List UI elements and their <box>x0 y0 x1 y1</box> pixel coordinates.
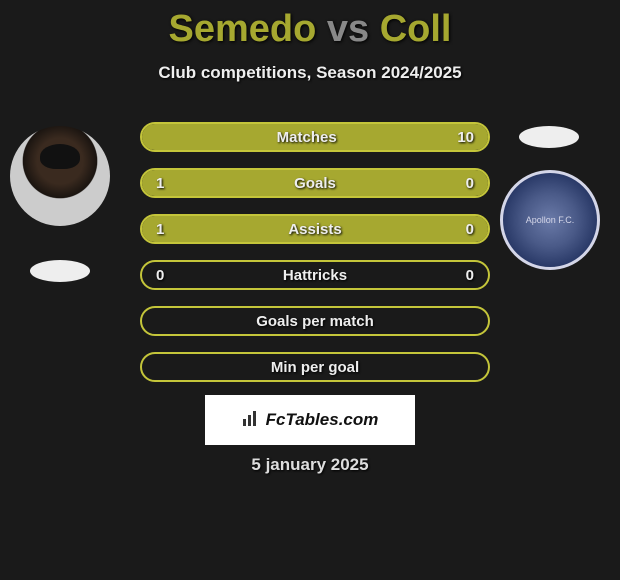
bar-left-value: 1 <box>156 221 164 238</box>
brand-text: FcTables.com <box>266 410 379 430</box>
bar-right-value: 10 <box>457 129 474 146</box>
date-text: 5 january 2025 <box>0 455 620 475</box>
title-player2: Coll <box>380 8 452 50</box>
player1-avatar <box>10 126 110 226</box>
title-vs: vs <box>327 8 369 50</box>
bar-label: Goals per match <box>156 313 474 330</box>
player2-club-badge: Apollon F.C. <box>500 170 600 270</box>
bar-right-value: 0 <box>466 221 474 238</box>
brand-box: FcTables.com <box>205 395 415 445</box>
stat-bar: 1Assists0 <box>140 214 490 244</box>
stat-bar: 0Hattricks0 <box>140 260 490 290</box>
avatar-face-placeholder <box>10 126 110 226</box>
bar-right-value: 0 <box>466 175 474 192</box>
player2-flag <box>519 126 579 148</box>
stat-bars: Matches101Goals01Assists00Hattricks0Goal… <box>140 122 490 398</box>
bar-right-value: 0 <box>466 267 474 284</box>
bar-label: Matches <box>156 129 457 146</box>
bar-left-value: 1 <box>156 175 164 192</box>
bar-label: Min per goal <box>156 359 474 376</box>
player1-flag <box>30 260 90 282</box>
bar-label: Assists <box>164 221 465 238</box>
bar-label: Hattricks <box>164 267 465 284</box>
chart-icon <box>242 409 260 432</box>
page-title: Semedo vs Coll <box>0 0 620 51</box>
bar-left-value: 0 <box>156 267 164 284</box>
club-badge-label: Apollon F.C. <box>522 211 579 229</box>
subtitle: Club competitions, Season 2024/2025 <box>0 63 620 83</box>
stat-bar: Min per goal <box>140 352 490 382</box>
title-player1: Semedo <box>168 8 316 50</box>
stat-bar: 1Goals0 <box>140 168 490 198</box>
stat-bar: Matches10 <box>140 122 490 152</box>
bar-label: Goals <box>164 175 465 192</box>
stat-bar: Goals per match <box>140 306 490 336</box>
